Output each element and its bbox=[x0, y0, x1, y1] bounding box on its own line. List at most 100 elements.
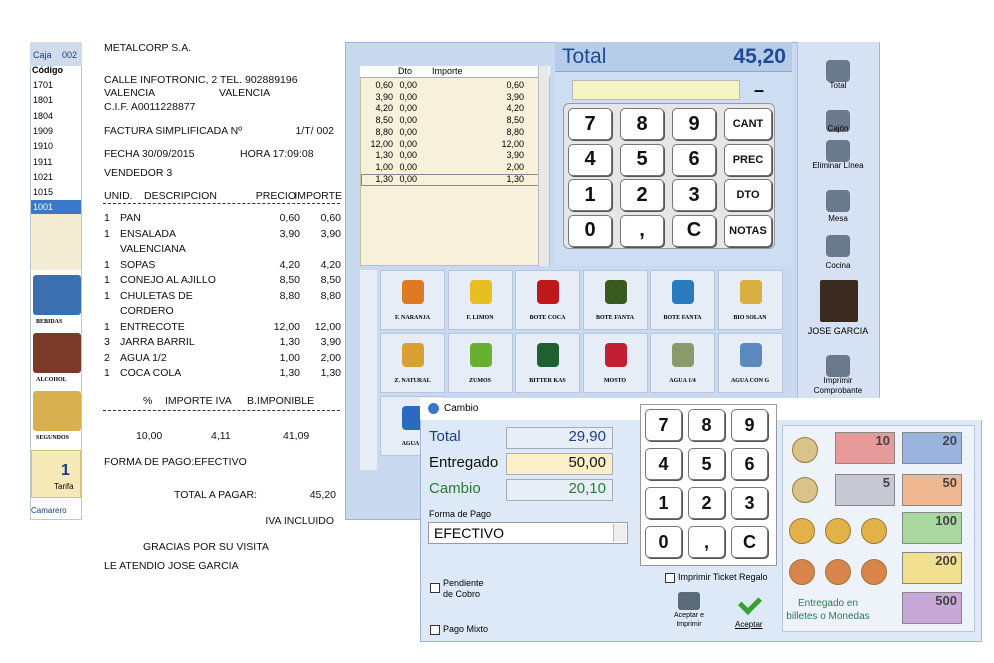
key[interactable]: 1 bbox=[645, 487, 682, 519]
tax-value: 10,00 bbox=[136, 430, 163, 442]
code[interactable]: 1911 bbox=[33, 156, 53, 167]
key[interactable]: 8 bbox=[688, 409, 725, 441]
key[interactable]: 1 bbox=[568, 179, 612, 211]
bill[interactable]: 20 bbox=[902, 432, 962, 464]
code[interactable]: 1910 bbox=[33, 141, 54, 152]
code[interactable]: 1804 bbox=[33, 110, 54, 121]
select-arrow bbox=[613, 524, 626, 542]
bill[interactable]: 200 bbox=[902, 552, 962, 584]
key[interactable]: 4 bbox=[568, 143, 612, 176]
checkbox[interactable] bbox=[665, 573, 675, 583]
key[interactable]: 9 bbox=[731, 409, 768, 441]
cell: 12,00 bbox=[501, 138, 524, 149]
category-image[interactable] bbox=[33, 391, 81, 431]
code[interactable]: 1021 bbox=[33, 171, 54, 182]
bill[interactable]: 5 bbox=[835, 474, 895, 506]
product-icon bbox=[672, 280, 694, 304]
key[interactable]: 3 bbox=[672, 179, 716, 211]
key[interactable]: 7 bbox=[568, 108, 612, 140]
product-label: AGUA 1 bbox=[401, 441, 424, 447]
field-label: Entregado bbox=[429, 454, 499, 471]
key[interactable]: 6 bbox=[731, 448, 768, 480]
coin[interactable] bbox=[789, 518, 815, 544]
side-icon[interactable] bbox=[826, 60, 850, 82]
coin[interactable] bbox=[789, 559, 815, 585]
coin[interactable] bbox=[825, 518, 851, 544]
category-label: ALCOHOL bbox=[36, 377, 67, 383]
key[interactable]: CANT bbox=[724, 108, 772, 140]
money-hint: Entregado en billetes o Monedas bbox=[786, 598, 870, 622]
key[interactable]: 9 bbox=[672, 108, 716, 140]
key[interactable]: 6 bbox=[672, 143, 716, 176]
side-icon[interactable] bbox=[826, 355, 850, 377]
item-price: 1,00 bbox=[279, 351, 300, 364]
cell: 0,00 bbox=[399, 80, 417, 90]
key[interactable]: C bbox=[731, 526, 768, 558]
code[interactable]: 1909 bbox=[33, 125, 54, 136]
cell: 0,60 bbox=[375, 80, 393, 90]
key[interactable]: PREC bbox=[724, 143, 772, 176]
printer-icon[interactable] bbox=[678, 592, 700, 610]
tax-header: B.IMPONIBLE bbox=[247, 395, 315, 407]
time: HORA 17:09:08 bbox=[240, 148, 314, 160]
product-icon bbox=[604, 280, 627, 304]
key[interactable]: DTO bbox=[724, 179, 772, 211]
photo[interactable] bbox=[820, 280, 858, 322]
checkbox[interactable] bbox=[430, 583, 440, 593]
item-price: 8,50 bbox=[279, 274, 300, 286]
product-label: BOTE COCA bbox=[529, 315, 566, 321]
side-label: JOSE GARCIA bbox=[807, 326, 869, 336]
column-header: DESCRIPCION bbox=[144, 190, 217, 202]
category-label: SEGUNDOS bbox=[36, 435, 70, 441]
code[interactable]: 1701 bbox=[33, 80, 54, 90]
tarifa-box[interactable] bbox=[31, 450, 81, 498]
key[interactable]: C bbox=[672, 214, 716, 247]
key[interactable]: NOTAS bbox=[724, 214, 772, 247]
key[interactable]: 4 bbox=[645, 448, 682, 480]
product-icon bbox=[537, 343, 559, 367]
bill[interactable]: 10 bbox=[835, 432, 895, 464]
bill[interactable]: 500 bbox=[902, 592, 962, 624]
product-icon bbox=[402, 343, 424, 367]
product-label: MOSTO bbox=[603, 378, 627, 384]
key[interactable]: 0 bbox=[645, 526, 682, 558]
product-icon bbox=[672, 343, 694, 367]
key[interactable]: 2 bbox=[688, 487, 725, 519]
key[interactable]: 0 bbox=[568, 214, 612, 247]
seller: VENDEDOR 3 bbox=[104, 167, 173, 179]
key[interactable]: 7 bbox=[645, 409, 682, 441]
key[interactable]: 8 bbox=[620, 108, 664, 140]
coin[interactable] bbox=[792, 477, 818, 503]
payment-select[interactable]: EFECTIVO bbox=[428, 522, 628, 544]
side-icon[interactable] bbox=[826, 140, 850, 162]
coin[interactable] bbox=[861, 518, 887, 544]
bill[interactable]: 50 bbox=[902, 474, 962, 506]
cell: 0,00 bbox=[399, 126, 417, 137]
checkbox[interactable] bbox=[430, 625, 440, 635]
button-label[interactable]: Aceptar bbox=[735, 620, 763, 629]
coin[interactable] bbox=[825, 559, 851, 585]
code[interactable]: 1015 bbox=[33, 187, 54, 198]
side-icon[interactable] bbox=[826, 190, 850, 212]
key[interactable]: 5 bbox=[620, 143, 664, 176]
side-icon[interactable] bbox=[826, 110, 850, 132]
key[interactable]: , bbox=[620, 214, 664, 247]
code[interactable]: 1001 bbox=[33, 202, 54, 213]
code[interactable]: 1801 bbox=[33, 95, 54, 106]
key[interactable]: 2 bbox=[620, 179, 664, 211]
key[interactable]: 3 bbox=[731, 487, 768, 519]
item-desc: CONEJO AL AJILLO bbox=[120, 274, 216, 286]
bill[interactable]: 100 bbox=[902, 512, 962, 544]
coin[interactable] bbox=[861, 559, 887, 585]
coin[interactable] bbox=[792, 437, 818, 463]
key[interactable]: 5 bbox=[688, 448, 725, 480]
column-header: Importe bbox=[432, 66, 463, 76]
button-label[interactable]: Aceptar e Imprimir bbox=[674, 612, 704, 628]
category-image[interactable] bbox=[33, 333, 81, 373]
key[interactable]: – bbox=[753, 79, 764, 100]
key[interactable]: , bbox=[688, 526, 725, 558]
field-value[interactable]: 50,00 bbox=[506, 453, 613, 475]
side-icon[interactable] bbox=[826, 235, 850, 257]
cell: 1,30 bbox=[506, 173, 524, 184]
category-image[interactable] bbox=[33, 275, 81, 315]
